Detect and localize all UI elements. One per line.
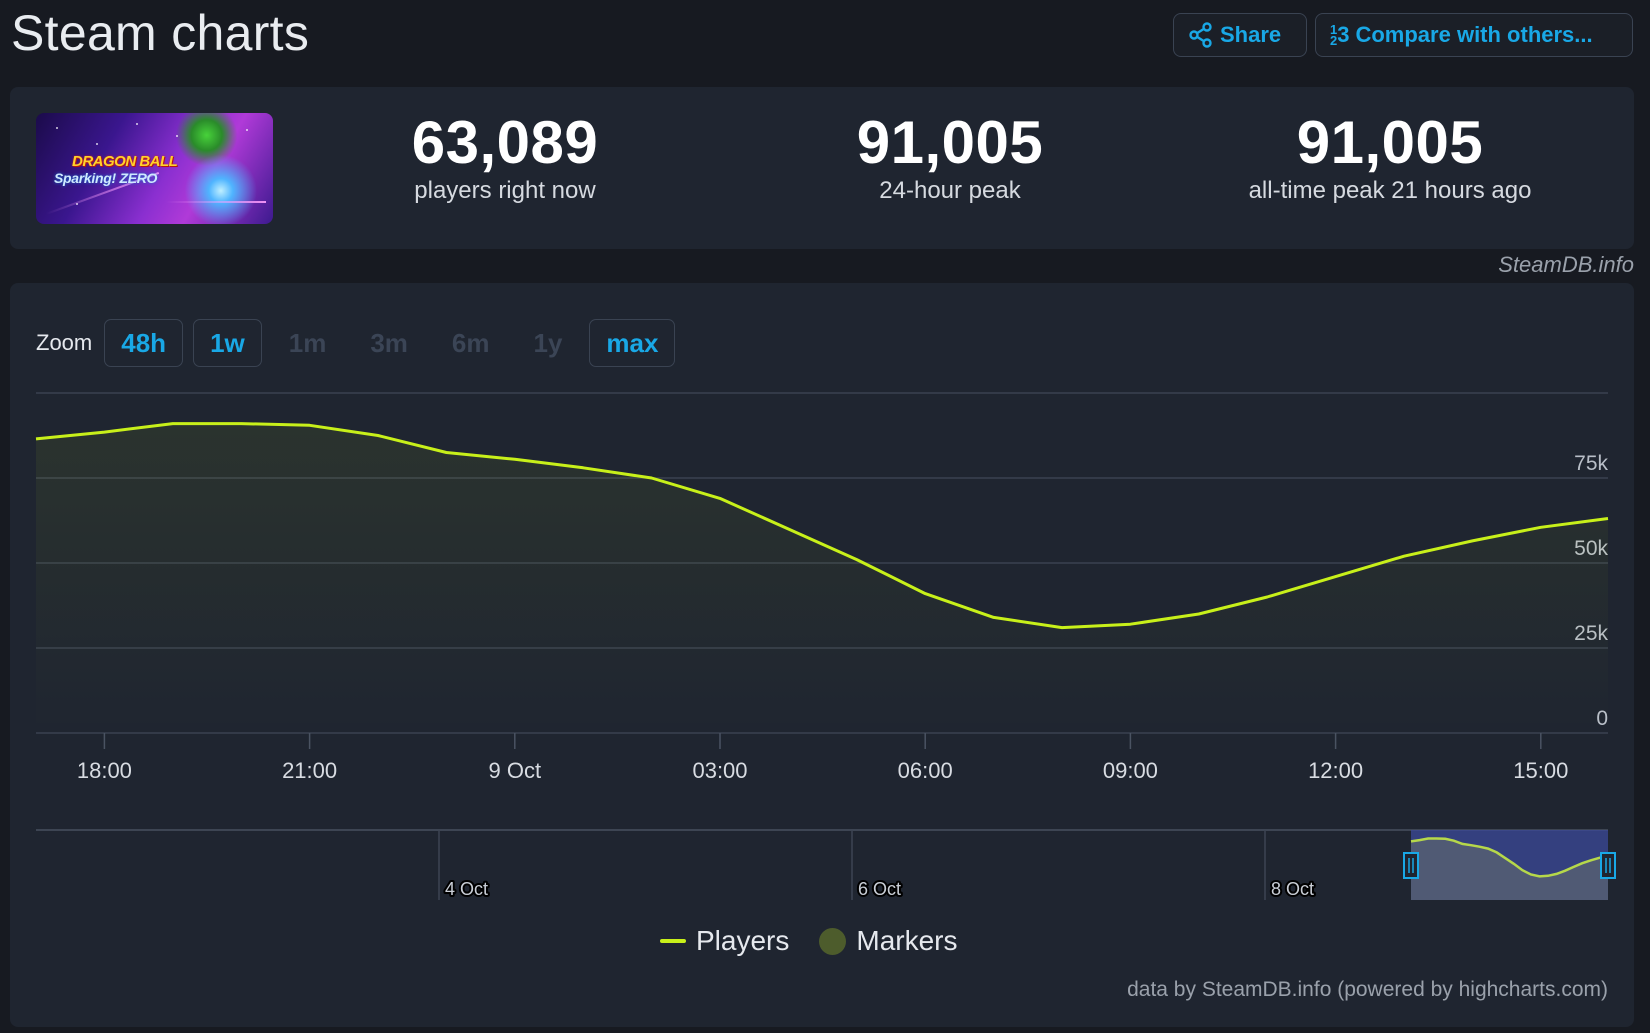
zoom-button-1w[interactable]: 1w: [193, 319, 262, 367]
chart-legend: Players Markers: [660, 925, 958, 957]
zoom-button-1m: 1m: [288, 327, 327, 358]
x-axis-label: 21:00: [282, 758, 337, 783]
x-axis-label: 03:00: [692, 758, 747, 783]
peak-24h-label: 24-hour peak: [879, 177, 1021, 204]
game-logo-line2: Sparking! ZERO: [54, 170, 158, 186]
markers-dot-icon: [819, 927, 847, 955]
zoom-button-6m: 6m: [451, 327, 490, 358]
navigator-left-handle[interactable]: [1403, 852, 1419, 879]
page-title: Steam charts: [11, 5, 310, 61]
game-capsule-image[interactable]: DRAGON BALL Sparking! ZERO: [36, 113, 273, 224]
navigator-date-label: 8 Oct: [1271, 879, 1314, 899]
legend-item-markers[interactable]: Markers: [819, 925, 958, 957]
stat-24h-peak: 91,005 24-hour peak: [810, 111, 1090, 205]
chart-credits[interactable]: data by SteamDB.info (powered by highcha…: [1127, 978, 1608, 1001]
stat-all-time-peak: 91,005 all-time peak 21 hours ago: [1225, 111, 1555, 205]
legend-players-label: Players: [696, 925, 790, 956]
players-now-value: 63,089: [411, 109, 599, 176]
zoom-button-3m: 3m: [370, 327, 408, 358]
steamdb-watermark: SteamDB.info: [1498, 252, 1634, 277]
players-line[interactable]: [35, 422, 1609, 630]
zoom-button-1y: 1y: [533, 327, 563, 358]
navigator-right-handle[interactable]: [1600, 852, 1616, 879]
zoom-selector: Zoom 48h 1w 1m 3m 6m 1y max: [36, 319, 676, 367]
zoom-button-48h[interactable]: 48h: [104, 319, 184, 367]
navigator-date-label: 4 Oct: [445, 879, 488, 899]
x-axis-label: 12:00: [1308, 758, 1363, 783]
all-time-peak-label: all-time peak 21 hours ago: [1248, 177, 1532, 204]
share-label: Share: [1220, 22, 1282, 47]
x-axis-label: 09:00: [1103, 758, 1158, 783]
navigator-area: [1411, 838, 1608, 900]
share-button[interactable]: Share: [1173, 13, 1307, 57]
navigator-line: [1410, 837, 1609, 878]
zoom-label: Zoom: [36, 330, 93, 355]
x-axis-label: 15:00: [1513, 758, 1568, 783]
x-axis-label: 06:00: [898, 758, 953, 783]
x-axis-label: 9 Oct: [489, 758, 542, 783]
players-line-icon: [660, 939, 686, 943]
x-axis-label: 18:00: [77, 758, 132, 783]
legend-markers-label: Markers: [856, 925, 958, 956]
compare-label: Compare with others...: [1355, 22, 1593, 47]
navigator-date-label: 6 Oct: [858, 879, 901, 899]
legend-item-players[interactable]: Players: [660, 925, 789, 957]
all-time-peak-value: 91,005: [1296, 109, 1484, 176]
stats-panel: DRAGON BALL Sparking! ZERO 63,089 player…: [10, 87, 1634, 249]
players-now-label: players right now: [414, 177, 596, 204]
stat-players-now: 63,089 players right now: [370, 111, 640, 205]
share-icon: [1188, 22, 1214, 48]
y-axis-label: 75k: [1574, 452, 1608, 475]
game-logo-line1: DRAGON BALL: [72, 153, 178, 170]
players-area: [36, 423, 1608, 733]
zoom-button-max[interactable]: max: [589, 319, 676, 367]
peak-24h-value: 91,005: [856, 109, 1044, 176]
